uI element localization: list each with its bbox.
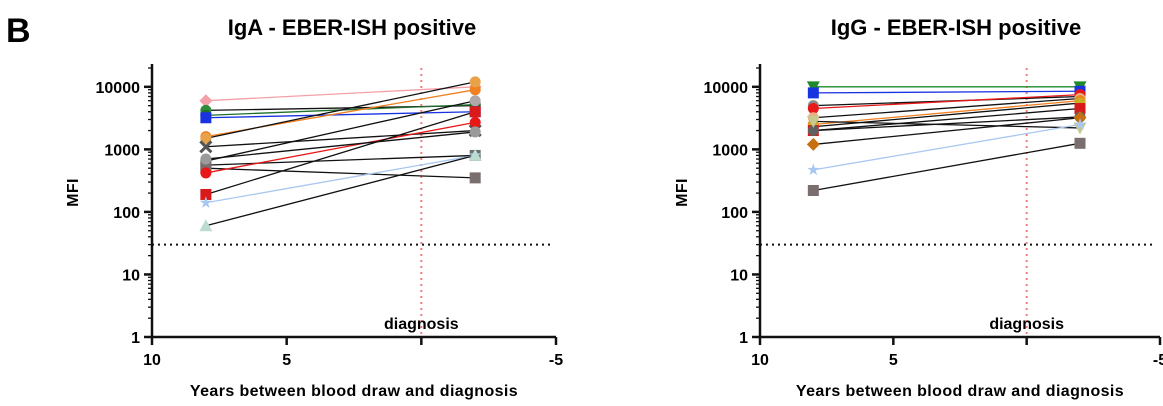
iga-y-axis-label: MFI — [65, 178, 82, 207]
iga-y-tick-label: 1 — [131, 330, 140, 347]
igg-x-tick-label: 5 — [889, 352, 898, 369]
iga-y-tick-label: 10 — [122, 267, 140, 284]
iga-series-line — [205, 100, 476, 162]
iga-x-tick-label: diagnosis — [384, 316, 459, 333]
iga-data-point — [469, 106, 481, 118]
igg-y-tick-label: 1000 — [712, 142, 748, 159]
igg-data-point — [1073, 111, 1087, 125]
iga-data-point — [469, 172, 481, 184]
iga-data-point — [469, 76, 481, 88]
iga-y-tick-label: 1000 — [104, 142, 140, 159]
iga-series-line — [205, 121, 476, 174]
igg-data-point — [807, 125, 819, 137]
igg-data-point — [806, 81, 820, 94]
igg-series-line — [813, 123, 1081, 171]
iga-series-line — [205, 86, 476, 102]
igg-data-point — [807, 163, 820, 176]
igg-series-line — [813, 90, 1081, 94]
igg-series-line — [813, 93, 1081, 110]
igg-data-point — [807, 87, 819, 99]
iga-series-line — [205, 81, 476, 139]
igg-series-line — [813, 142, 1081, 192]
iga-chart: IgA - EBER-ISH positive11010010001000010… — [65, 15, 563, 400]
igg-data-point — [1073, 117, 1087, 130]
iga-chart-title: IgA - EBER-ISH positive — [228, 15, 477, 40]
iga-data-point — [200, 132, 212, 144]
iga-x-tick-label: 5 — [282, 352, 291, 369]
igg-x-tick-label: 10 — [751, 352, 769, 369]
iga-data-point — [200, 188, 212, 200]
igg-data-point — [806, 115, 820, 128]
iga-data-point — [199, 94, 213, 108]
igg-data-point — [807, 103, 819, 115]
igg-data-point — [807, 184, 819, 196]
igg-data-point — [806, 137, 820, 151]
iga-data-point — [200, 112, 212, 124]
igg-y-tick-label: 100 — [721, 205, 748, 222]
igg-y-tick-label: 10 — [730, 267, 748, 284]
iga-data-point — [199, 219, 213, 232]
iga-series-line — [205, 111, 476, 119]
igg-y-axis-label: MFI — [674, 178, 691, 207]
iga-data-point — [200, 153, 212, 165]
igg-series-line — [813, 116, 1081, 132]
iga-series-line — [205, 154, 476, 204]
iga-y-tick-label: 100 — [113, 205, 140, 222]
iga-series-line — [205, 129, 476, 148]
igg-series-line — [813, 100, 1081, 126]
iga-series-line — [205, 154, 476, 227]
igg-data-point — [1074, 103, 1086, 115]
iga-data-point — [469, 95, 481, 107]
igg-chart: IgG - EBER-ISH positive11010010001000010… — [674, 15, 1163, 400]
iga-series-line — [205, 154, 476, 166]
iga-x-axis-label: Years between blood draw and diagnosis — [190, 383, 518, 400]
igg-series-line — [813, 117, 1081, 146]
igg-chart-title: IgG - EBER-ISH positive — [831, 15, 1082, 40]
iga-series-line — [205, 167, 476, 179]
iga-series-line — [205, 111, 476, 196]
iga-data-point — [469, 84, 481, 96]
iga-data-point — [200, 167, 212, 179]
iga-data-point — [468, 148, 482, 161]
igg-y-tick-label: 10000 — [704, 80, 749, 97]
igg-x-tick-label: -5 — [1153, 352, 1163, 369]
panel-label: B — [6, 12, 31, 50]
iga-x-tick-label: 10 — [143, 352, 161, 369]
iga-data-point — [199, 196, 213, 209]
igg-data-point — [1073, 122, 1087, 135]
igg-series-line — [813, 107, 1081, 132]
igg-data-point — [1074, 137, 1086, 149]
igg-series-line — [813, 97, 1081, 119]
igg-y-tick-label: 1 — [739, 330, 748, 347]
igg-series-line — [813, 120, 1081, 129]
igg-x-tick-label: diagnosis — [989, 316, 1064, 333]
iga-data-point — [469, 116, 481, 128]
iga-data-point — [199, 140, 213, 154]
iga-y-tick-label: 10000 — [96, 80, 141, 97]
iga-x-tick-label: -5 — [549, 352, 563, 369]
iga-data-point — [469, 126, 481, 138]
igg-x-axis-label: Years between blood draw and diagnosis — [796, 383, 1124, 400]
iga-series-line — [205, 131, 476, 160]
